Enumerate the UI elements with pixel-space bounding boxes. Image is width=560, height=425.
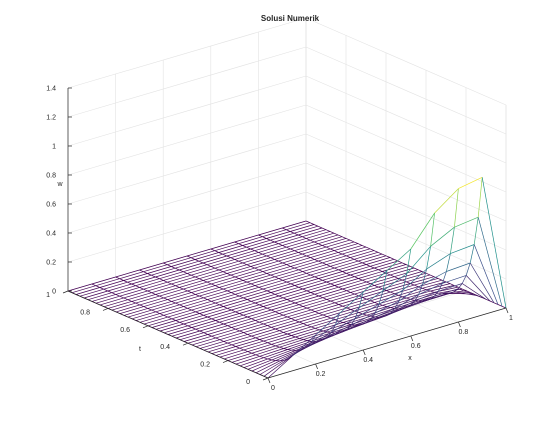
x-tick-mark [316,364,318,369]
t-tick-mark [103,308,108,310]
x-tick-label: 0.6 [411,343,421,350]
x-tick-label: 1 [509,315,513,322]
w-tick-label: 0.8 [46,173,56,180]
x-tick-label: 0 [271,385,275,392]
x-axis-label: x [408,355,412,362]
x-tick-label: 0.4 [363,357,373,364]
t-tick-label: 0.8 [80,309,90,316]
t-axis-label: t [139,346,141,353]
x-tick-label: 0.2 [316,371,326,378]
w-tick-label: 1.2 [46,115,56,122]
t-tick-label: 0.6 [120,327,130,334]
w-axis-label: w [56,181,63,188]
t-tick-mark [223,361,228,363]
t-tick-label: 0.4 [160,344,170,351]
w-tick-label: 0.2 [46,260,56,267]
x-tick-mark [506,308,508,313]
w-tick-label: 1 [52,144,56,151]
t-tick-label: 0.2 [200,362,210,369]
t-tick-label: 1 [46,292,50,299]
chart-title: Solusi Numerik [261,14,320,23]
w-tick-label: 0.4 [46,231,56,238]
w-tick-label: 0 [52,289,56,296]
w-tick-label: 1.4 [46,86,56,93]
x-tick-mark [268,378,270,383]
t-tick-mark [63,291,68,293]
t-tick-mark [183,343,188,345]
t-tick-mark [263,378,268,380]
t-tick-mark [143,326,148,328]
w-tick-label: 0.6 [46,202,56,209]
t-tick-label: 0 [246,379,250,386]
x-tick-mark [458,322,460,327]
x-tick-mark [363,350,365,355]
x-tick-label: 0.8 [459,329,469,336]
x-tick-mark [411,336,413,341]
axes-panes [68,18,506,378]
